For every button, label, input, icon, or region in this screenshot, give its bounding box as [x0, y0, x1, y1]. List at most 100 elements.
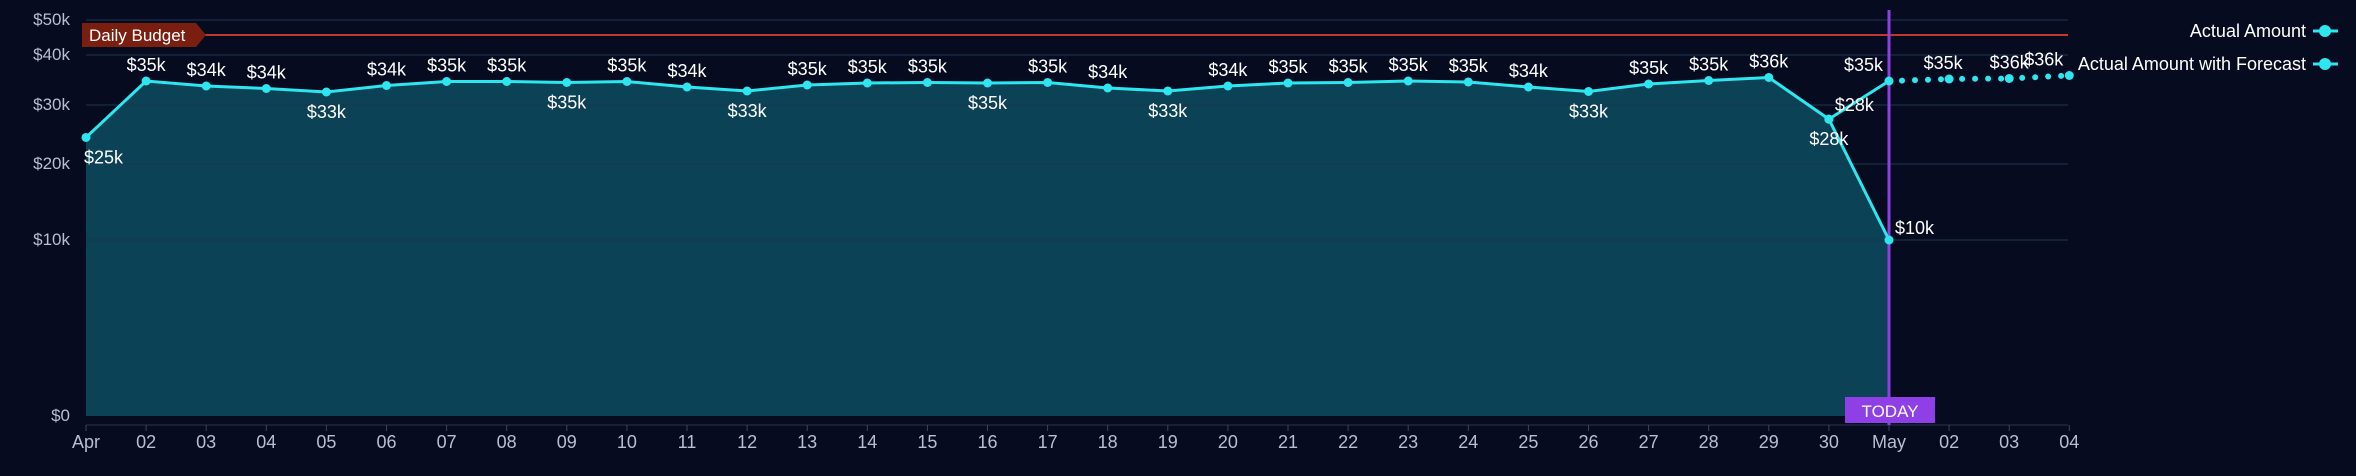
forecast-data-point — [1884, 76, 1894, 86]
x-tick-label: 24 — [1458, 432, 1478, 452]
x-tick-label: 25 — [1518, 432, 1538, 452]
x-tick-label: 07 — [437, 432, 457, 452]
x-tick-label: 30 — [1819, 432, 1839, 452]
data-label: $35k — [908, 57, 948, 77]
x-tick-label: 14 — [857, 432, 877, 452]
x-tick-label: 03 — [1999, 432, 2019, 452]
data-label: $10k — [1895, 218, 1935, 238]
data-label: $35k — [1924, 53, 1964, 73]
actual-data-point — [1283, 78, 1293, 88]
data-label: $34k — [667, 61, 707, 81]
data-label: $33k — [728, 101, 768, 121]
forecast-dotted-segment — [1886, 76, 1953, 84]
data-label: $33k — [1569, 102, 1609, 122]
data-label: $36k — [1990, 53, 2030, 73]
actual-data-point — [81, 132, 91, 142]
x-tick-label: 02 — [1939, 432, 1959, 452]
data-label: $35k — [1389, 55, 1429, 75]
actual-data-point — [1584, 87, 1593, 96]
legend-item-label: Actual Amount — [2190, 21, 2306, 41]
actual-data-point — [1523, 82, 1533, 92]
x-tick-label: 15 — [917, 432, 937, 452]
legend-item-label: Actual Amount with Forecast — [2078, 54, 2306, 74]
data-label: $35k — [1844, 55, 1884, 75]
x-tick-label: 09 — [557, 432, 577, 452]
data-label: $35k — [607, 56, 647, 76]
x-tick-label: 27 — [1639, 432, 1659, 452]
x-tick-label: 04 — [2059, 432, 2079, 452]
data-label: $35k — [1028, 57, 1068, 77]
x-tick-label: 03 — [196, 432, 216, 452]
data-label: $35k — [1689, 55, 1729, 75]
x-tick-label: 20 — [1218, 432, 1238, 452]
x-tick-label: 13 — [797, 432, 817, 452]
x-tick-label: 12 — [737, 432, 757, 452]
x-tick-label: 18 — [1098, 432, 1118, 452]
x-tick-label: 19 — [1158, 432, 1178, 452]
x-tick-label: 17 — [1038, 432, 1058, 452]
data-label: $36k — [1749, 52, 1789, 72]
actual-data-point — [1764, 73, 1774, 82]
forecast-data-point — [1944, 74, 1954, 84]
x-tick-label: May — [1872, 432, 1906, 452]
actual-data-point — [382, 81, 391, 90]
actual-data-point — [622, 77, 632, 86]
x-tick-label: 16 — [977, 432, 997, 452]
data-label: $36k — [2024, 50, 2064, 70]
x-tick-label: 29 — [1759, 432, 1779, 452]
forecast-data-point — [1824, 114, 1834, 124]
budget-label: Daily Budget — [89, 26, 186, 45]
actual-data-point — [1043, 78, 1053, 87]
actual-data-point — [502, 77, 512, 86]
actual-data-point — [1463, 77, 1473, 87]
actual-area — [86, 77, 1889, 416]
data-label: $35k — [427, 56, 467, 76]
x-tick-label: 21 — [1278, 432, 1298, 452]
data-label: $35k — [968, 93, 1008, 113]
data-label: $35k — [848, 57, 888, 77]
actual-data-point — [1704, 76, 1714, 85]
data-label: $35k — [788, 59, 828, 79]
data-label: $33k — [307, 102, 347, 122]
data-label: $35k — [1268, 57, 1308, 77]
data-label: $34k — [367, 60, 407, 80]
x-tick-label: 23 — [1398, 432, 1418, 452]
forecast-line-segment — [1827, 79, 1891, 121]
x-tick-label: 02 — [136, 432, 156, 452]
data-label: $34k — [187, 60, 227, 80]
y-tick-label: $30k — [33, 95, 70, 114]
forecast-dotted-segment — [2006, 72, 2073, 82]
actual-data-point — [141, 76, 151, 86]
x-tick-label: 04 — [256, 432, 276, 452]
forecast-data-point — [2004, 74, 2014, 83]
x-tick-label: 10 — [617, 432, 637, 452]
actual-data-point — [1163, 86, 1173, 96]
forecast-data-point — [2064, 71, 2074, 80]
data-label: $28k — [1809, 129, 1849, 149]
x-tick-label: 08 — [497, 432, 517, 452]
actual-data-point — [983, 78, 992, 88]
actual-data-point — [321, 87, 331, 97]
actual-data-point — [261, 84, 271, 93]
data-label: $34k — [1509, 61, 1549, 81]
x-tick-label: 22 — [1338, 432, 1358, 452]
actual-data-point — [922, 78, 932, 87]
x-tick-label: 06 — [376, 432, 396, 452]
data-label: $35k — [1629, 58, 1669, 78]
y-tick-label: $20k — [33, 154, 70, 173]
actual-data-point — [1103, 83, 1113, 93]
legend-dot-marker — [2319, 58, 2331, 70]
actual-data-point — [562, 78, 572, 87]
y-tick-label: $10k — [33, 230, 70, 249]
forecast-dotted-segment — [1946, 75, 2013, 82]
today-tag — [1845, 397, 1935, 423]
data-label: $35k — [127, 55, 167, 75]
data-label: $34k — [1088, 62, 1128, 82]
legend-dot-marker — [2319, 25, 2331, 37]
data-label: $35k — [1449, 56, 1489, 76]
x-tick-label: 28 — [1699, 432, 1719, 452]
y-tick-label: $50k — [33, 10, 70, 29]
actual-data-point — [1223, 81, 1233, 91]
actual-data-point — [802, 80, 812, 90]
